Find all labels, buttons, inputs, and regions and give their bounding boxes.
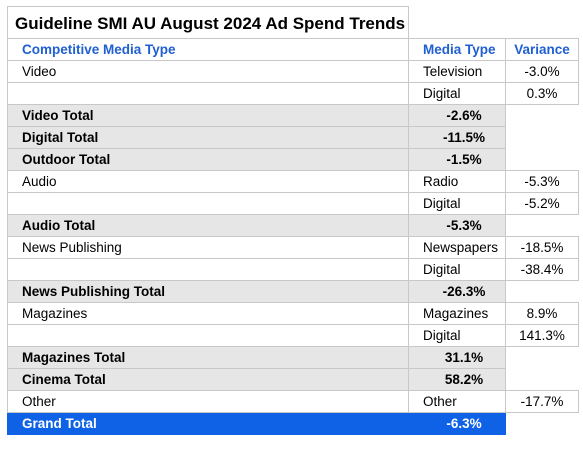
- empty-cell: [505, 346, 579, 369]
- empty-cell: [505, 148, 579, 171]
- variance-cell: -3.0%: [505, 60, 579, 83]
- media-type-cell: Digital: [408, 324, 506, 347]
- subtotal-label: News Publishing Total: [7, 280, 409, 303]
- variance-cell: 8.9%: [505, 302, 579, 325]
- grand-total-value: -6.3%: [408, 412, 506, 435]
- media-type-cell: Radio: [408, 170, 506, 193]
- media-type-cell: Digital: [408, 82, 506, 105]
- subtotal-label: Digital Total: [7, 126, 409, 149]
- competitive-media-type-cell: News Publishing: [7, 236, 409, 259]
- media-type-cell: Digital: [408, 192, 506, 215]
- media-type-cell: Television: [408, 60, 506, 83]
- grand-total-row: Grand Total -6.3%: [7, 412, 579, 435]
- subtotal-row: Video Total -2.6%: [7, 104, 579, 127]
- subtotal-value: -1.5%: [408, 148, 506, 171]
- grand-total-label: Grand Total: [7, 412, 409, 435]
- header-competitive-media-type: Competitive Media Type: [7, 38, 409, 61]
- subtotal-label: Cinema Total: [7, 368, 409, 391]
- media-type-cell: Newspapers: [408, 236, 506, 259]
- competitive-media-type-cell: [7, 192, 409, 215]
- table-row: News Publishing Newspapers -18.5%: [7, 236, 579, 259]
- table-row: Digital -5.2%: [7, 192, 579, 215]
- subtotal-row: Audio Total -5.3%: [7, 214, 579, 237]
- variance-cell: 141.3%: [505, 324, 579, 347]
- empty-cell: [505, 104, 579, 127]
- media-type-cell: Digital: [408, 258, 506, 281]
- competitive-media-type-cell: Magazines: [7, 302, 409, 325]
- competitive-media-type-cell: [7, 82, 409, 105]
- table-row: Audio Radio -5.3%: [7, 170, 579, 193]
- table-header-row: Competitive Media Type Media Type Varian…: [7, 38, 579, 61]
- subtotal-value: -11.5%: [408, 126, 506, 149]
- competitive-media-type-cell: [7, 258, 409, 281]
- ad-spend-table: Competitive Media Type Media Type Varian…: [7, 38, 579, 435]
- competitive-media-type-cell: [7, 324, 409, 347]
- subtotal-row: Cinema Total 58.2%: [7, 368, 579, 391]
- table-row: Digital 0.3%: [7, 82, 579, 105]
- variance-cell: 0.3%: [505, 82, 579, 105]
- competitive-media-type-cell: Video: [7, 60, 409, 83]
- variance-cell: -38.4%: [505, 258, 579, 281]
- table-row: Digital -38.4%: [7, 258, 579, 281]
- empty-cell: [505, 214, 579, 237]
- subtotal-label: Audio Total: [7, 214, 409, 237]
- subtotal-value: -2.6%: [408, 104, 506, 127]
- media-type-cell: Magazines: [408, 302, 506, 325]
- table-row: Digital 141.3%: [7, 324, 579, 347]
- report-title: Guideline SMI AU August 2024 Ad Spend Tr…: [7, 6, 409, 39]
- competitive-media-type-cell: Audio: [7, 170, 409, 193]
- header-variance: Variance: [505, 38, 579, 61]
- variance-cell: -5.2%: [505, 192, 579, 215]
- subtotal-row: Outdoor Total -1.5%: [7, 148, 579, 171]
- subtotal-row: Digital Total -11.5%: [7, 126, 579, 149]
- empty-cell: [505, 126, 579, 149]
- subtotal-value: -5.3%: [408, 214, 506, 237]
- subtotal-label: Video Total: [7, 104, 409, 127]
- subtotal-value: 58.2%: [408, 368, 506, 391]
- variance-cell: -18.5%: [505, 236, 579, 259]
- subtotal-label: Magazines Total: [7, 346, 409, 369]
- variance-cell: -5.3%: [505, 170, 579, 193]
- competitive-media-type-cell: Other: [7, 390, 409, 413]
- media-type-cell: Other: [408, 390, 506, 413]
- table-row: Video Television -3.0%: [7, 60, 579, 83]
- variance-cell: -17.7%: [505, 390, 579, 413]
- header-media-type: Media Type: [408, 38, 506, 61]
- empty-cell: [505, 368, 579, 391]
- table-row: Magazines Magazines 8.9%: [7, 302, 579, 325]
- empty-cell: [505, 280, 579, 303]
- subtotal-row: Magazines Total 31.1%: [7, 346, 579, 369]
- subtotal-value: 31.1%: [408, 346, 506, 369]
- subtotal-label: Outdoor Total: [7, 148, 409, 171]
- subtotal-row: News Publishing Total -26.3%: [7, 280, 579, 303]
- subtotal-value: -26.3%: [408, 280, 506, 303]
- empty-cell: [505, 412, 579, 435]
- table-row: Other Other -17.7%: [7, 390, 579, 413]
